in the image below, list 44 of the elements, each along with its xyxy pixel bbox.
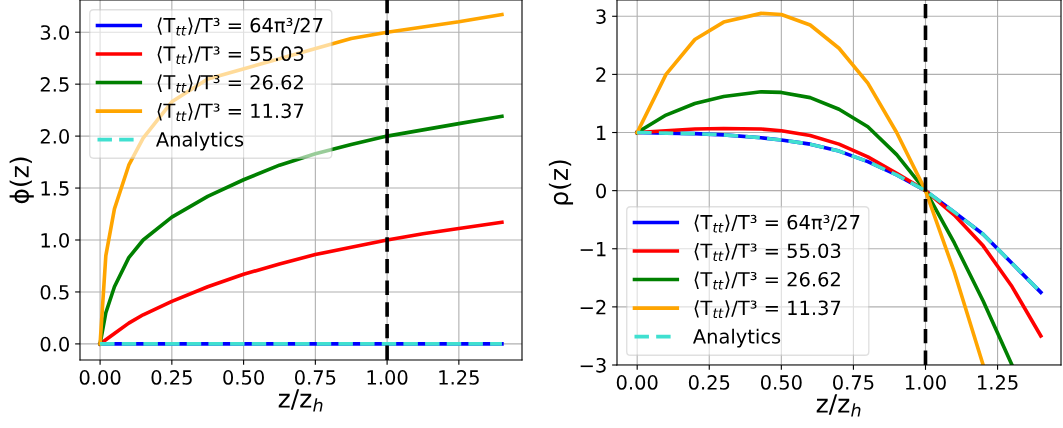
x-tick-label: 0.50: [223, 370, 264, 385]
y-tick-label: 0.0: [40, 336, 69, 352]
line-series: [98, 12, 504, 346]
x-axis-title: z/z$_{h}$: [278, 389, 323, 412]
legend-label: ⟨T$_{tt}$⟩/T³ = 55.03: [694, 243, 841, 261]
x-tick-label: 0.25: [688, 375, 730, 390]
legend-label: Analytics: [155, 131, 244, 151]
legend-label: ⟨T$_{tt}$⟩/T³ = 26.62: [157, 74, 303, 93]
x-tick-label: 0.00: [616, 375, 658, 390]
y-axis-title: ρ(z): [548, 160, 574, 205]
x-tick-label: 0.25: [151, 370, 192, 385]
legend-label: Analytics: [692, 328, 781, 348]
y-tick-label: 2.5: [40, 77, 69, 92]
y-tick-label: 3.0: [40, 25, 69, 40]
y-tick-label: 0.5: [40, 284, 69, 300]
legend-label: ⟨T$_{tt}$⟩/T³ = 11.37: [157, 103, 304, 122]
x-tick-label: 1.25: [978, 375, 1018, 390]
y-tick-label: −1: [580, 241, 606, 257]
y-tick-label: −2: [580, 299, 606, 315]
line-series: [635, 11, 985, 365]
y-axis-title: ϕ(z): [9, 157, 34, 204]
y-tick-label: 1: [597, 125, 606, 140]
x-axis-title: z/z$_{h}$: [816, 394, 861, 417]
y-tick-label: 2.0: [40, 129, 69, 144]
legend-label: ⟨T$_{tt}$⟩/T³ = 26.62: [694, 271, 840, 290]
y-tick-label: 1.0: [41, 232, 69, 248]
y-tick-label: 2: [596, 67, 606, 82]
y-tick-label: 1.5: [41, 181, 69, 196]
y-tick-label: 3: [596, 9, 606, 24]
x-tick-label: 0.00: [79, 370, 121, 385]
line-series: [635, 130, 1043, 295]
x-tick-label: 1.00: [905, 375, 946, 390]
line-series: [635, 90, 1014, 365]
y-tick-label: −3: [580, 357, 606, 373]
x-tick-label: 0.75: [294, 370, 336, 385]
x-tick-label: 1.00: [367, 370, 408, 385]
legend-label: ⟨T$_{tt}$⟩/T³ = 11.37: [694, 300, 841, 319]
legend-label: ⟨T$_{tt}$⟩/T³ = 64π³/27: [694, 214, 860, 233]
x-tick-label: 1.25: [439, 370, 479, 385]
x-tick-label: 0.50: [760, 375, 802, 390]
x-tick-label: 0.75: [833, 375, 874, 390]
legend-label: ⟨T$_{tt}$⟩/T³ = 55.03: [157, 46, 304, 64]
legend-label: ⟨T$_{tt}$⟩/T³ = 64π³/27: [157, 17, 323, 36]
y-tick-label: 0: [596, 183, 606, 199]
